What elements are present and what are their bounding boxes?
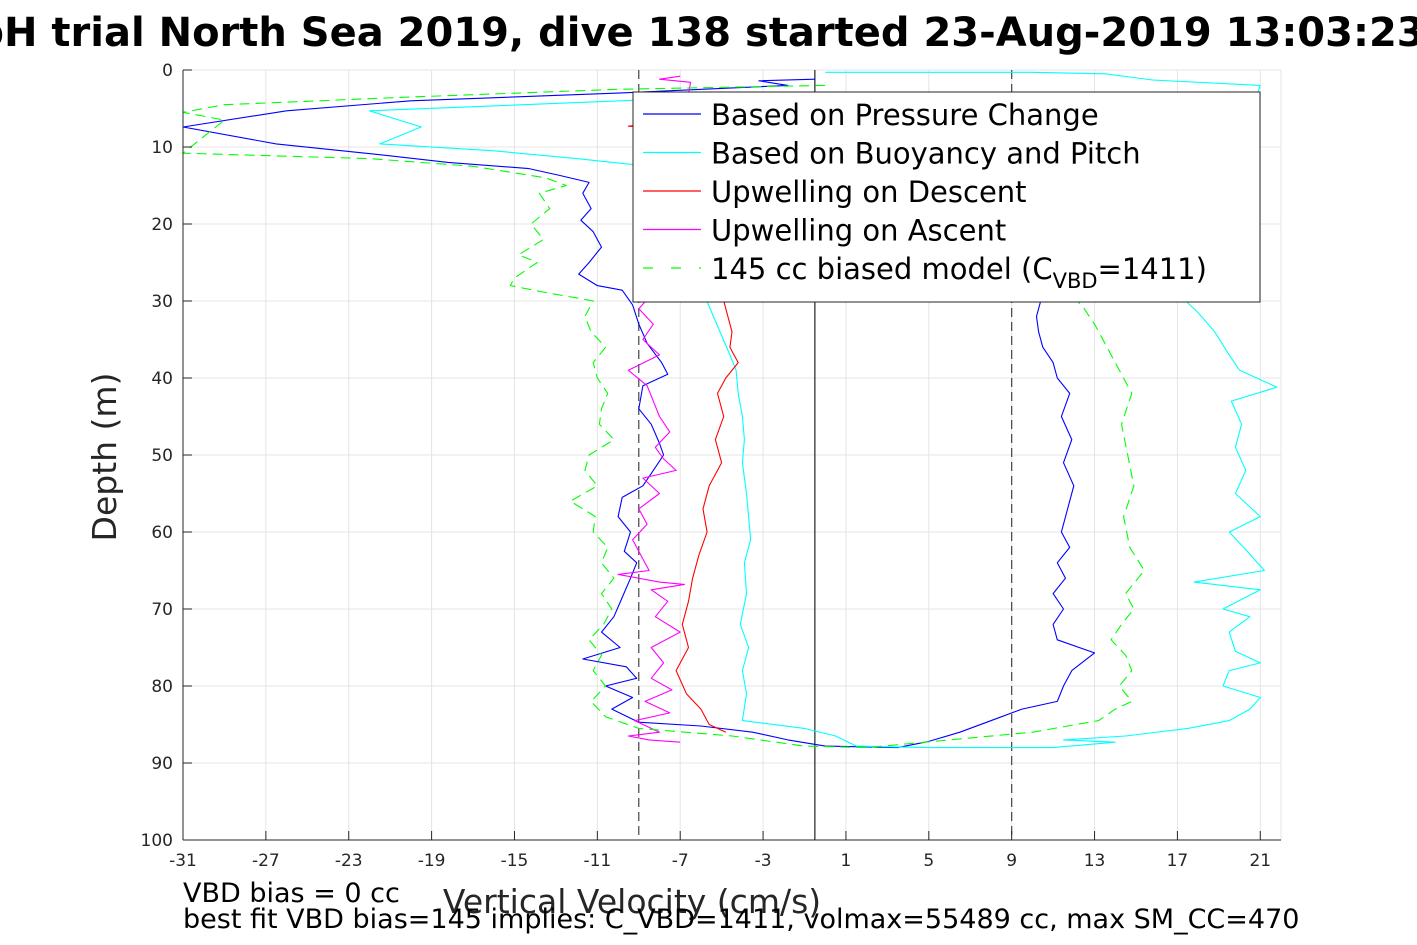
x-tick-label: -23	[335, 851, 363, 871]
x-tick-label: 1	[841, 851, 852, 871]
y-tick-label: 10	[151, 138, 173, 158]
y-tick-label: 60	[151, 523, 173, 543]
legend: Based on Pressure Change Based on Buoyanc…	[632, 91, 1261, 303]
series-line-3	[617, 75, 692, 743]
y-tick-label: 80	[151, 677, 173, 697]
x-tick-label: -31	[169, 851, 197, 871]
legend-label-subscript: VBD	[1053, 269, 1098, 293]
legend-label-0: Based on Pressure Change	[711, 98, 1099, 132]
y-tick-label: 20	[151, 215, 173, 235]
chart-title: pH trial North Sea 2019, dive 138 starte…	[0, 10, 1417, 56]
legend-label-4: 145 cc biased model (CVBD=1411)	[711, 252, 1207, 293]
legend-label-3: Upwelling on Ascent	[711, 214, 1006, 248]
legend-label-main: 145 cc biased model (C	[711, 252, 1053, 286]
legend-box	[632, 91, 1261, 303]
x-tick-label: 9	[1006, 851, 1017, 871]
x-tick-label: 5	[923, 851, 934, 871]
series-group	[182, 71, 1278, 749]
best-fit-note: best fit VBD bias=145 implies: C_VBD=141…	[183, 904, 1300, 935]
y-tick-label: 100	[141, 831, 173, 851]
series-line-4	[182, 84, 1145, 749]
legend-label-2: Upwelling on Descent	[711, 175, 1027, 209]
y-tick-label: 30	[151, 292, 173, 312]
x-tick-label: 17	[1167, 851, 1189, 871]
y-tick-label: 70	[151, 600, 173, 620]
x-tick-label: 13	[1084, 851, 1106, 871]
vbd-bias-note: VBD bias = 0 cc	[183, 878, 400, 909]
series-line-1	[368, 71, 1278, 749]
x-tick-label: -7	[672, 851, 689, 871]
x-axis-label: Vertical Velocity (cm/s)	[443, 882, 821, 921]
y-tick-label: 40	[151, 369, 173, 389]
x-tick-label: -19	[418, 851, 446, 871]
legend-label-rest: =1411)	[1098, 252, 1207, 286]
y-tick-label: 90	[151, 754, 173, 774]
x-tick-label: -15	[501, 851, 529, 871]
y-axis-label: Depth (m)	[85, 373, 124, 542]
y-tick-label: 50	[151, 446, 173, 466]
series-line-2	[627, 120, 739, 733]
x-tick-label: -3	[755, 851, 772, 871]
x-tick-label: 21	[1249, 851, 1271, 871]
y-tick-label: 0	[162, 61, 173, 81]
series-line-0	[182, 78, 1096, 749]
legend-label-1: Based on Buoyancy and Pitch	[711, 137, 1141, 171]
x-tick-label: -27	[252, 851, 280, 871]
x-tick-label: -11	[583, 851, 611, 871]
